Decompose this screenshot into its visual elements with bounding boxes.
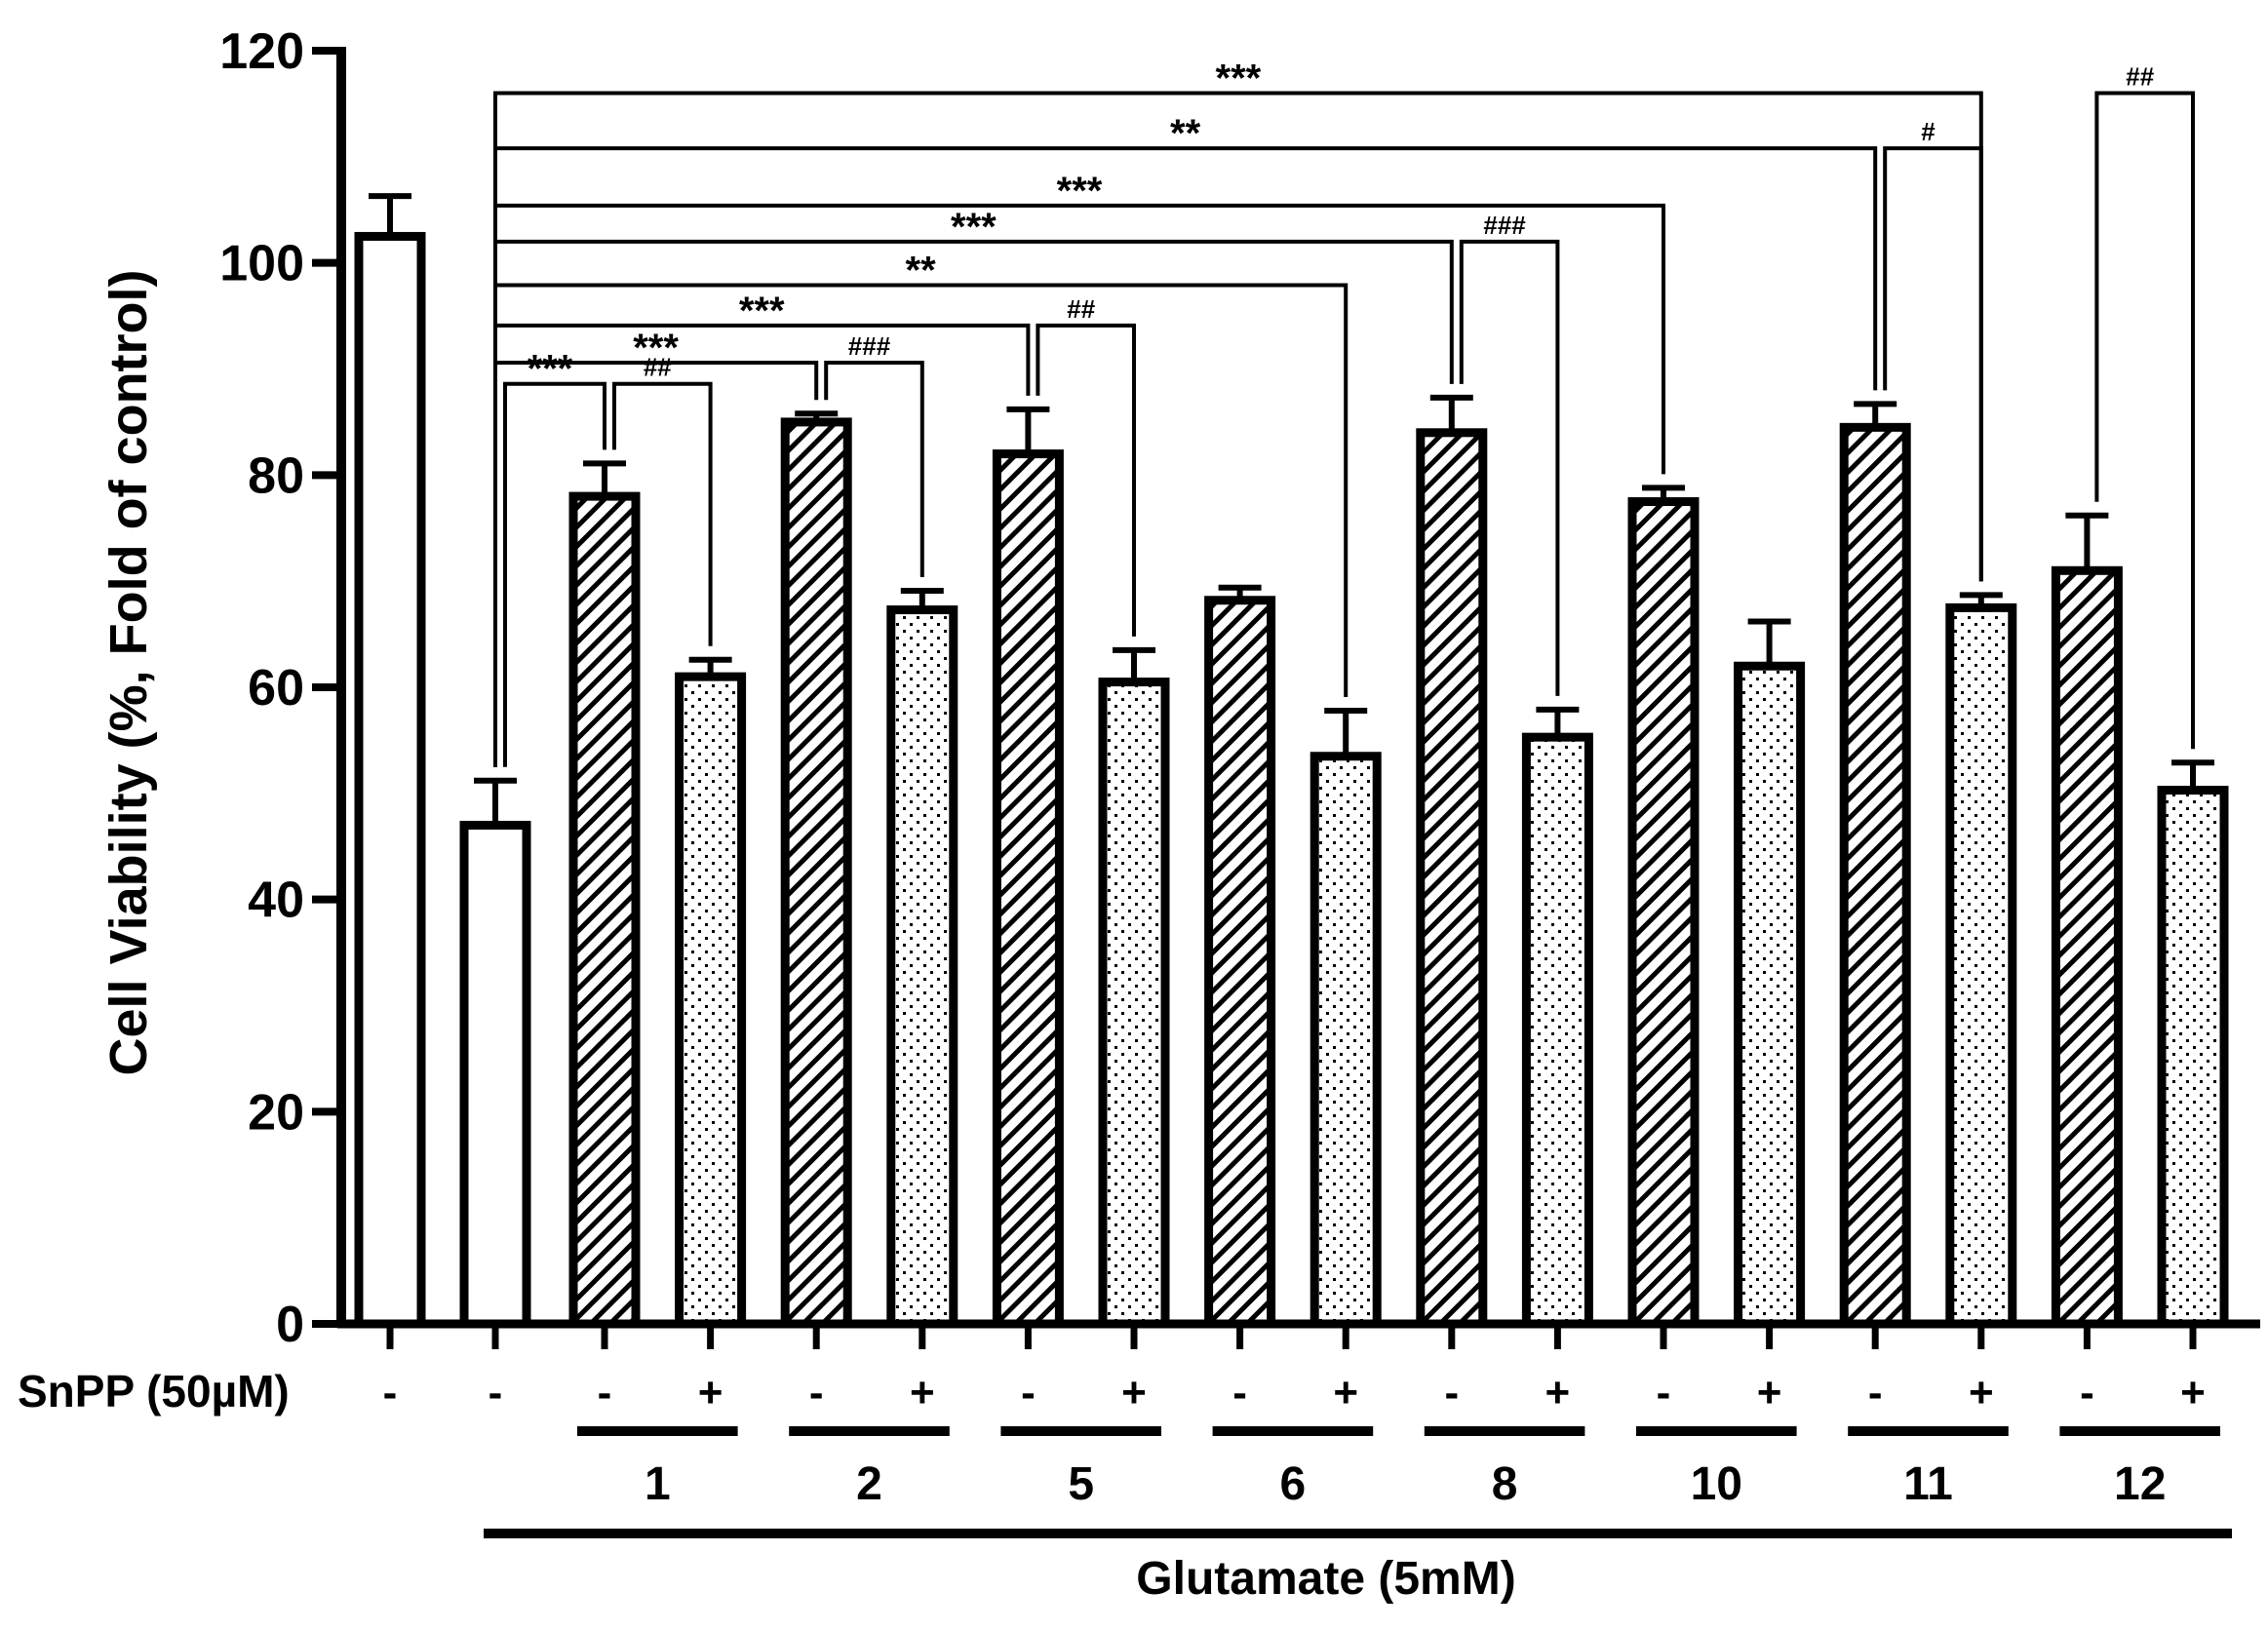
bracket-label-0: *** (1216, 58, 1262, 100)
snpp-sign-glutamate: - (489, 1369, 503, 1417)
compound-label-10: 10 (1691, 1458, 1742, 1510)
bracket-label-9: ## (1067, 294, 1095, 324)
bracket-label-6: ### (1483, 211, 1526, 240)
bracket-label-7: ** (906, 250, 937, 292)
bar-c12+ (2157, 786, 2229, 1329)
snpp-row-label: SnPP (50µM) (18, 1366, 290, 1417)
bar-c6+ (1310, 752, 1382, 1329)
snpp-sign-c12-: - (2080, 1369, 2094, 1417)
snpp-sign-c10-: - (1657, 1369, 1671, 1417)
significance-brackets: *** ##** #****** ###***** ##*** ###*** ## (493, 58, 2195, 767)
bar-c1- (568, 491, 641, 1329)
snpp-sign-control: - (383, 1369, 398, 1417)
compound-label-11: 11 (1903, 1458, 1953, 1510)
y-tick-label-20: 20 (248, 1084, 304, 1141)
bar-c11+ (1945, 602, 2017, 1329)
snpp-sign-c1+: + (698, 1369, 723, 1417)
bar-c1+ (675, 672, 747, 1329)
snpp-sign-c8+: + (1545, 1369, 1571, 1417)
bracket-label-4: *** (1057, 170, 1103, 213)
bar-c11- (1839, 422, 1911, 1329)
bracket-label-10: *** (633, 327, 679, 369)
snpp-sign-c5-: - (1021, 1369, 1036, 1417)
bracket-label-13: ## (644, 353, 672, 382)
snpp-sign-c2-: - (809, 1369, 824, 1417)
snpp-sign-c11-: - (1868, 1369, 1883, 1417)
bracket-label-1: ## (2126, 62, 2154, 92)
bracket-4 (493, 203, 1665, 767)
bracket-10 (493, 360, 819, 767)
compound-label-5: 5 (1068, 1458, 1094, 1510)
bracket-label-11: ### (848, 331, 891, 361)
bracket-13 (612, 381, 713, 646)
snpp-sign-c10+: + (1757, 1369, 1782, 1417)
bar-c6- (1204, 596, 1276, 1329)
bracket-6 (1459, 239, 1560, 696)
snpp-sign-c6+: + (1333, 1369, 1358, 1417)
bar-c8+ (1521, 732, 1593, 1329)
bracket-3 (1883, 146, 1983, 582)
snpp-sign-c1-: - (598, 1369, 612, 1417)
compound-label-1: 1 (645, 1458, 671, 1510)
snpp-sign-c12+: + (2180, 1369, 2206, 1417)
bracket-11 (824, 360, 924, 577)
compound-label-8: 8 (1492, 1458, 1518, 1510)
bracket-label-3: # (1921, 117, 1936, 146)
snpp-sign-c6-: - (1232, 1369, 1247, 1417)
bar-control (354, 231, 426, 1329)
bracket-1 (2094, 91, 2195, 750)
bracket-label-5: *** (951, 206, 997, 249)
y-tick-label-80: 80 (248, 447, 304, 504)
y-tick-label-0: 0 (276, 1297, 304, 1353)
bar-c2+ (886, 605, 958, 1329)
bracket-label-12: *** (528, 348, 573, 391)
compound-label-6: 6 (1280, 1458, 1307, 1510)
bracket-label-8: *** (739, 290, 785, 332)
x-labels: - - - + - + - + - + - + - + - + - +1 2 5 6 8 10 11 12 (383, 1324, 2232, 1538)
snpp-sign-c2+: + (910, 1369, 935, 1417)
compound-label-12: 12 (2114, 1458, 2166, 1510)
y-tick-label-100: 100 (219, 236, 304, 292)
snpp-sign-c5+: + (1121, 1369, 1147, 1417)
snpp-sign-c11+: + (1969, 1369, 1994, 1417)
snpp-sign-c8-: - (1444, 1369, 1459, 1417)
y-tick-label-60: 60 (248, 660, 304, 717)
bracket-12 (503, 381, 606, 767)
bar-c5+ (1098, 678, 1170, 1329)
bracket-label-2: ** (1170, 112, 1201, 155)
bar-c10+ (1734, 661, 1806, 1329)
bar-c5- (992, 449, 1064, 1329)
bar-glutamate (459, 820, 531, 1329)
compound-label-2: 2 (856, 1458, 882, 1510)
y-tick-label-120: 120 (219, 23, 304, 80)
bar-c10- (1627, 497, 1700, 1329)
bar-c8- (1416, 428, 1488, 1329)
bar-c12- (2051, 565, 2123, 1329)
glutamate-label: Glutamate (5mM) (1136, 1553, 1515, 1605)
bars-group (354, 193, 2229, 1329)
bar-c2- (780, 417, 852, 1329)
y-axis-label: Cell Viability (%, Fold of control) (99, 269, 158, 1075)
y-tick-label-40: 40 (248, 873, 304, 929)
axes: 0 20 40 60 80 100 120 (219, 23, 2260, 1353)
bracket-9 (1036, 323, 1136, 637)
